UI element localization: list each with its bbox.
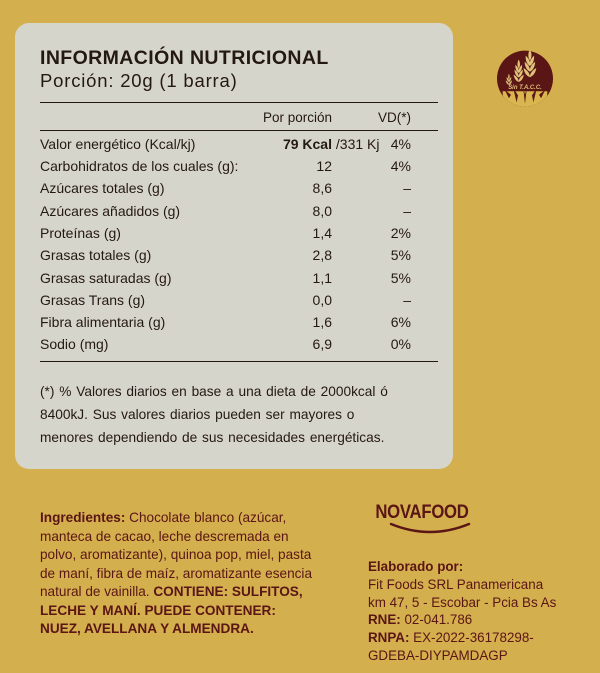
svg-text:Sin T.A.C.C.: Sin T.A.C.C. <box>508 85 542 91</box>
